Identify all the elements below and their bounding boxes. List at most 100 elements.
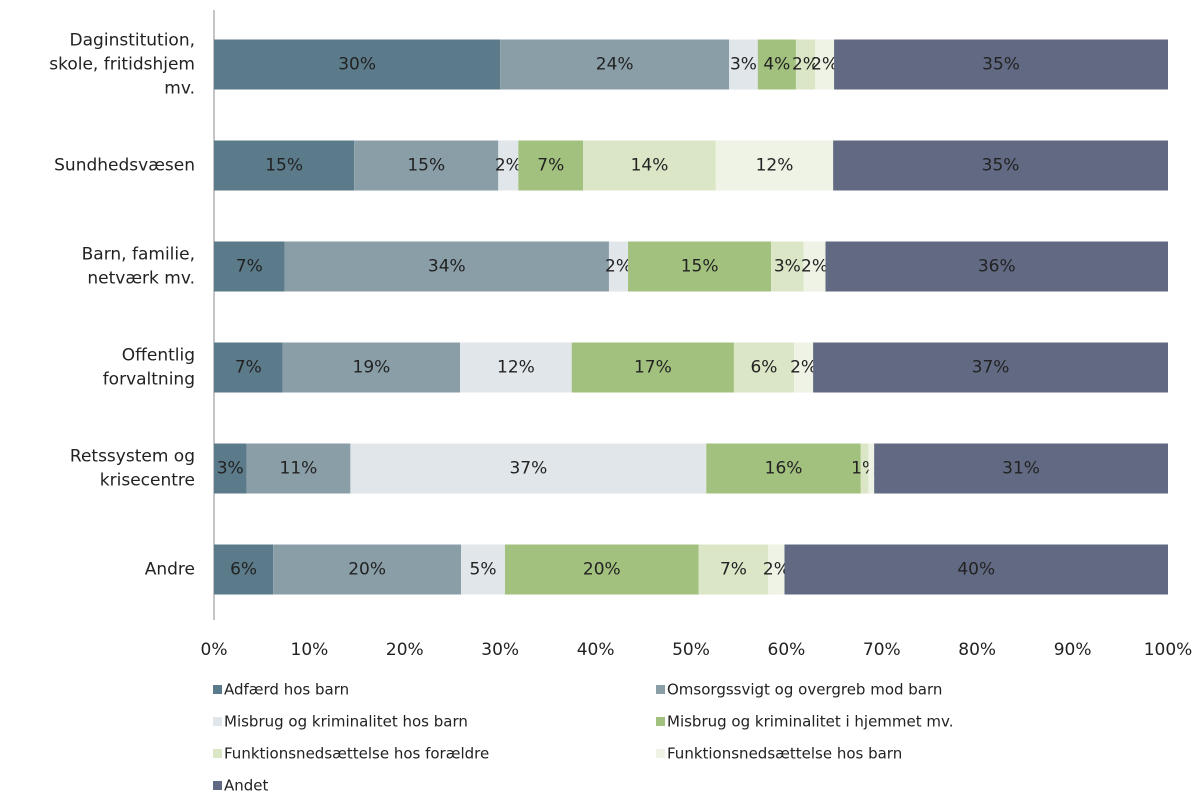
category-label: Andre [145,560,195,580]
value-label: 3% [730,55,757,75]
x-tick-label: 10% [291,640,329,660]
value-label: 5% [470,560,497,580]
value-label: 16% [765,459,803,479]
legend-label: Misbrug og kriminalitet i hjemmet mv. [667,713,954,731]
bar-segment [815,39,835,90]
value-label: 20% [583,560,621,580]
bar-segment [284,241,609,292]
value-label: 2% [792,55,819,75]
value-label: 15% [681,257,719,277]
bar-segment [794,342,814,393]
x-tick-label: 90% [1054,640,1092,660]
bar-segment [354,140,499,191]
bar-segment [628,241,772,292]
category-label: Offentlig forvaltning [103,346,195,390]
bar-segment [729,39,758,90]
bar-segment [461,544,505,595]
bar-segment [498,140,519,191]
category-label: Barn, familie, netværk mv. [82,245,195,289]
bar-segment [803,241,826,292]
value-label: 24% [596,55,634,75]
bar-segment [214,140,355,191]
value-label: 7% [720,560,747,580]
value-label: 34% [428,257,466,277]
bar-segment [273,544,462,595]
legend-label: Funktionsnedsættelse hos barn [667,745,902,763]
category-label: Retssystem og krisecentre [70,447,195,491]
value-label: 15% [407,156,445,176]
value-label: 12% [756,156,794,176]
bar-segment [715,140,834,191]
bar-segment [350,443,707,494]
bar-segment [833,140,1168,191]
bar-segment [571,342,734,393]
bar-segment [214,443,247,494]
bar-segment [813,342,1168,393]
legend-swatch [213,685,222,694]
bar-segment [583,140,716,191]
bar-segment [698,544,769,595]
x-tick-label: 100% [1144,640,1193,660]
bar-segment [768,544,785,595]
bar-segment [214,342,283,393]
bar-segment [784,544,1168,595]
value-label: 40% [957,560,995,580]
legend-label: Funktionsnedsættelse hos forældre [224,745,489,763]
bar-segment [214,544,274,595]
bar-segment [214,39,501,90]
value-label: 6% [750,358,777,378]
bar-segment [246,443,351,494]
value-label: 2% [790,358,817,378]
bar-segment [825,241,1168,292]
value-label: 2% [811,55,838,75]
value-label: 17% [634,358,672,378]
value-label: 35% [982,55,1020,75]
value-label: 7% [235,358,262,378]
category-label: Sundhedsvæsen [54,156,195,176]
legend-label: Misbrug og kriminalitet hos barn [224,713,468,731]
x-tick-label: 80% [958,640,996,660]
category-label: Daginstitution, skole, fritidshjem mv. [49,31,195,99]
legend-swatch [213,717,222,726]
x-tick-label: 60% [768,640,806,660]
value-label: 15% [265,156,303,176]
value-label: 14% [631,156,669,176]
legend-swatch [213,781,222,790]
bar-segment [608,241,629,292]
bar-segment [282,342,461,393]
bar-segment [500,39,730,90]
value-label: 2% [605,257,632,277]
value-label: 2% [495,156,522,176]
value-label: 20% [348,560,386,580]
value-label: 2% [801,257,828,277]
value-label: 19% [353,358,391,378]
value-label: 31% [1002,459,1040,479]
legend-swatch [213,749,222,758]
legend-label: Andet [224,777,269,795]
value-label: 6% [230,560,257,580]
value-label: 11% [280,459,318,479]
legend-swatch [656,717,665,726]
x-tick-label: 70% [863,640,901,660]
bar-segment [214,241,285,292]
bar-segment [860,443,869,494]
value-label: 37% [972,358,1010,378]
bar-segment [795,39,816,90]
value-label: 3% [774,257,801,277]
value-label: 3% [217,459,244,479]
bar-segment [706,443,861,494]
value-label: 37% [509,459,547,479]
x-tick-label: 0% [201,640,228,660]
x-tick-label: 30% [481,640,519,660]
value-label: 36% [978,257,1016,277]
value-label: 4% [763,55,790,75]
legend-label: Omsorgssvigt og overgreb mod barn [667,681,942,699]
value-label: 30% [338,55,376,75]
bar-segment [834,39,1168,90]
bar-segment [733,342,795,393]
x-tick-label: 20% [386,640,424,660]
bar-segment [868,443,875,494]
x-tick-label: 40% [577,640,615,660]
value-label: 12% [497,358,535,378]
